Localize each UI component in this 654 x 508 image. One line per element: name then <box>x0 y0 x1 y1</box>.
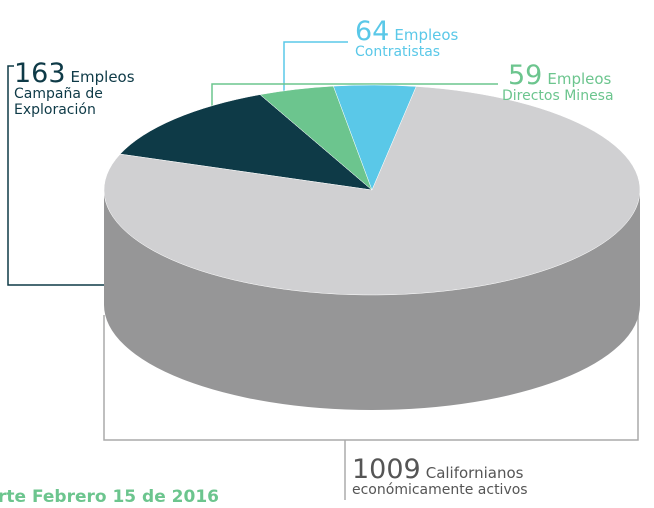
slice <box>103 86 641 296</box>
slice <box>119 94 373 191</box>
unit-label: Empleos <box>547 70 611 88</box>
category-label: económicamente activos <box>352 482 528 498</box>
leader-line <box>7 65 138 286</box>
value-label: 59 <box>508 60 542 91</box>
slice-side <box>104 190 640 410</box>
value-label: 163 <box>14 58 66 89</box>
footnote: rte Febrero 15 de 2016 <box>0 487 219 507</box>
unit-label: Empleos <box>71 68 135 86</box>
leader-line <box>103 300 639 441</box>
leader-line <box>211 83 498 110</box>
category-label: Contratistas <box>355 44 440 60</box>
value-label: 1009 <box>352 454 421 485</box>
category-label: Campaña de <box>14 86 103 102</box>
category-label: Directos Minesa <box>502 88 614 104</box>
category-label: Exploración <box>14 102 96 118</box>
leader-line <box>283 41 348 95</box>
unit-label: Empleos <box>394 26 458 44</box>
value-label: 64 <box>355 16 389 47</box>
unit-label: Californianos <box>426 464 524 482</box>
